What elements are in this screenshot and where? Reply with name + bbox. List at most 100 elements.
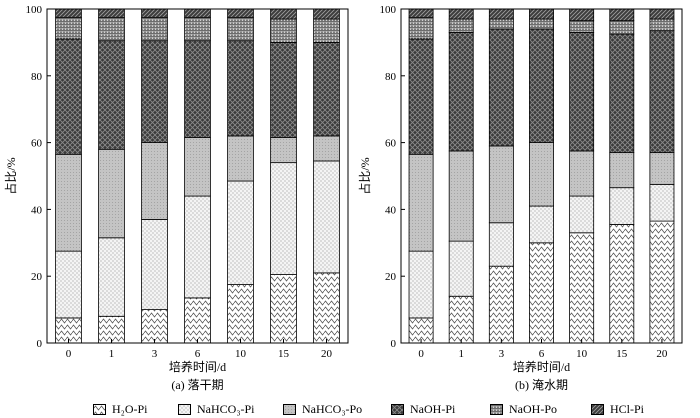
y-axis-label-a: 占比/% [3,157,18,194]
bar-b-6-hcl-pi [529,8,554,20]
x-tick-label-b-0: 0 [418,348,424,360]
bar-b-20-nahco3-pi [649,183,675,222]
legend-swatch-h2o-pi [93,403,106,415]
bar-a-1-nahco3-po [98,148,125,239]
y-tick-label-a-100: 100 [26,4,43,16]
bar-a-0-hcl-pi [55,8,82,18]
bar-a-0-naoh-po [55,16,82,40]
bar-b-3-naoh-po [488,18,514,30]
bar-b-20-naoh-po [649,18,675,32]
bar-b-1-hcl-pi [448,8,474,20]
bar-b-1-naoh-pi [448,31,474,152]
bar-b-6-nahco3-pi [529,205,554,244]
legend-item-naoh-pi: NaOH-Pi [391,400,455,418]
y-tick-label-a-60: 60 [31,138,43,150]
bar-b-3-nahco3-pi [488,222,514,267]
bar-a-1-h2o-pi [98,315,125,344]
bar-a-10-nahco3-pi [227,180,254,285]
x-tick-label-a-6: 6 [195,348,201,360]
bar-a-6-hcl-pi [184,8,211,18]
bar-b-3-h2o-pi [488,265,514,344]
y-tick-label-b-0: 0 [391,338,397,350]
bar-b-10-nahco3-pi [569,195,595,234]
bar-a-15-naoh-pi [270,42,297,138]
bar-a-20-nahco3-po [313,135,340,162]
bar-b-3-nahco3-po [488,145,514,224]
legend-swatch-nahco3-pi [178,403,191,415]
plot-frame-b [400,8,683,344]
bar-a-15-nahco3-pi [270,162,297,275]
x-axis-label-a: 培养时间/d [169,359,226,374]
bar-b-6-h2o-pi [529,242,554,344]
bar-b-15-h2o-pi [609,224,635,344]
panel-caption-b: (b) 淹水期 [515,378,568,392]
y-tick-label-a-0: 0 [37,338,43,350]
x-tick-label-b-3: 3 [499,348,505,360]
x-tick-label-a-3: 3 [152,348,158,360]
bar-b-6-naoh-pi [529,28,554,143]
bar-a-20-naoh-pi [313,42,340,137]
bar-a-1-naoh-po [98,16,125,42]
x-tick-label-a-10: 10 [235,348,247,360]
bar-b-15-naoh-pi [609,33,635,154]
legend-swatch-hcl-pi [591,403,604,415]
y-tick-label-b-60: 60 [385,138,397,150]
bar-b-10-h2o-pi [569,232,595,344]
bar-a-15-nahco3-po [270,137,297,164]
bar-b-6-nahco3-po [529,142,554,207]
x-axis-label-b: 培养时间/d [513,359,570,374]
bar-a-6-naoh-po [184,16,211,42]
y-tick-label-b-40: 40 [385,204,397,216]
y-axis-label-b: 占比/% [357,157,372,194]
bar-b-3-hcl-pi [488,8,514,20]
bar-b-0-nahco3-po [408,153,434,252]
bar-a-6-nahco3-pi [184,195,211,299]
bar-b-10-naoh-po [569,20,595,33]
y-tick-label-b-20: 20 [385,271,397,283]
bar-b-1-h2o-pi [448,295,474,344]
x-tick-label-a-0: 0 [66,348,72,360]
bar-b-0-hcl-pi [408,8,434,18]
chart-panel-a: 0 1 3 6 10 15 20 0 20 40 60 80 100 占比/% 培养时间/d (a) 落干期 [3,4,349,392]
bar-b-10-nahco3-po [569,150,595,197]
bar-a-0-h2o-pi [55,317,82,344]
bar-b-1-nahco3-pi [448,240,474,297]
bar-a-3-h2o-pi [141,309,168,344]
legend-item-hcl-pi: HCl-Pi [591,400,644,418]
bar-a-6-nahco3-po [184,137,211,197]
legend-item-nahco3-po: NaHCO₃-Po [283,400,362,418]
bar-b-10-naoh-pi [569,31,595,152]
bar-a-20-naoh-po [313,18,340,43]
legend-label-naoh-pi: NaOH-Pi [410,401,456,416]
bar-a-1-hcl-pi [98,8,125,18]
x-tick-label-b-20: 20 [656,348,668,360]
bar-a-3-nahco3-pi [141,219,168,310]
bar-b-15-nahco3-po [609,152,635,189]
bar-a-20-hcl-pi [313,8,340,20]
bar-a-3-naoh-pi [141,40,168,144]
legend-swatch-naoh-po [490,403,503,415]
legend-label-hcl-pi: HCl-Pi [610,401,645,416]
bar-b-0-naoh-po [408,16,434,40]
bar-a-15-h2o-pi [270,274,297,344]
bar-b-0-nahco3-pi [408,250,434,319]
y-tick-label-a-40: 40 [31,204,43,216]
bar-a-6-naoh-pi [184,40,211,138]
bar-b-6-naoh-po [529,18,554,30]
y-tick-label-a-80: 80 [31,71,43,83]
bar-a-3-hcl-pi [141,8,168,18]
bar-a-0-naoh-pi [55,38,82,155]
bar-a-10-h2o-pi [227,284,254,344]
legend-label-naoh-po: NaOH-Po [509,401,557,416]
bar-a-1-naoh-pi [98,40,125,150]
legend-label-nahco3-pi: NaHCO₃-Pi [197,401,255,416]
bar-a-1-nahco3-pi [98,237,125,317]
bar-b-10-hcl-pi [569,8,595,22]
bar-a-10-nahco3-po [227,135,254,182]
x-tick-label-a-15: 15 [278,348,290,360]
bar-a-0-nahco3-po [55,153,82,252]
bar-a-15-hcl-pi [270,8,297,20]
y-tick-label-b-80: 80 [385,71,397,83]
bar-a-3-nahco3-po [141,142,168,220]
